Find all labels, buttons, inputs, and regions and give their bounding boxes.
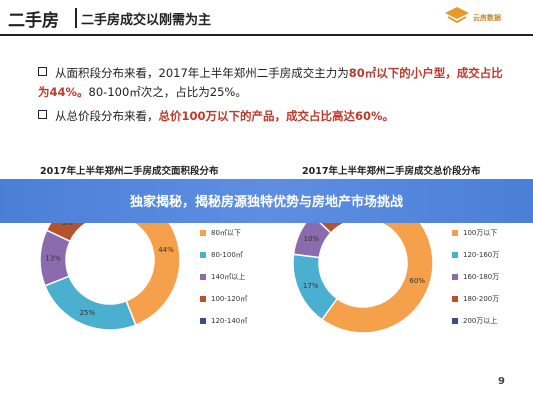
legend-item: 180-200万	[452, 288, 499, 310]
slide-header: 二手房 二手房成交以刚需为主 云房数据	[0, 0, 533, 38]
legend-label: 200万以上	[463, 317, 498, 325]
legend-swatch	[200, 252, 206, 258]
section-title: 二手房	[8, 11, 59, 31]
bullet-area-distribution: 从面积段分布来看，2017年上半年郑州二手房成交主力为80㎡以下的小户型，成交占…	[38, 64, 508, 102]
donut-slice	[320, 192, 434, 334]
legend-label: 80㎡以下	[211, 229, 241, 237]
bullet-square-icon	[38, 67, 47, 76]
area-chart-legend: 80㎡以下 80-100㎡ 140㎡以上 100-120㎡ 120-140㎡	[200, 222, 247, 332]
legend-label: 80-100㎡	[211, 251, 243, 259]
header-rule	[0, 34, 533, 36]
legend-swatch	[200, 274, 206, 280]
banner-text: 独家揭秘，揭秘房源独特优势与房地产市场挑战	[129, 195, 403, 210]
legend-item: 80-100㎡	[200, 244, 247, 266]
slide-title: 二手房成交以刚需为主	[81, 13, 212, 28]
chart-title-area: 2017年上半年郑州二手房成交面积段分布	[40, 166, 219, 177]
legend-item: 80㎡以下	[200, 222, 247, 244]
legend-swatch	[200, 296, 206, 302]
legend-swatch	[452, 274, 458, 280]
donut-data-label: 25%	[80, 309, 96, 317]
bullet-highlight: 80㎡以下的小户型，成交占比为44%。	[38, 66, 503, 99]
legend-swatch	[452, 252, 458, 258]
bullet-square-icon	[38, 110, 47, 119]
bullet-highlight: 总价100万以下的产品，成交占比高达60%。	[158, 109, 395, 123]
legend-item: 140㎡以上	[200, 266, 247, 288]
legend-label: 160-180万	[463, 273, 500, 281]
legend-swatch	[200, 318, 206, 324]
bullet-text: 从总价段分布来看，	[55, 109, 159, 123]
donut-data-label: 60%	[409, 277, 425, 285]
legend-item: 120-160万	[452, 244, 499, 266]
logo-icon	[445, 7, 469, 24]
price-chart-legend: 100万以下 120-160万 160-180万 180-200万 200万以上	[452, 222, 499, 332]
donut-slice	[43, 275, 137, 331]
legend-label: 100-120㎡	[211, 295, 248, 303]
donut-data-label: 13%	[45, 255, 61, 263]
legend-label: 140㎡以上	[211, 273, 246, 281]
legend-swatch	[452, 296, 458, 302]
bullet-price-distribution: 从总价段分布来看，总价100万以下的产品，成交占比高达60%。	[38, 107, 508, 126]
bullet-text: 从面积段分布来看，2017年上半年郑州二手房成交主力为	[55, 66, 349, 80]
chart-title-price: 2017年上半年郑州二手房成交总价段分布	[302, 166, 481, 177]
title-divider	[75, 8, 77, 28]
legend-item: 160-180万	[452, 266, 499, 288]
legend-item: 100-120㎡	[200, 288, 247, 310]
logo-text: 云房数据	[473, 14, 501, 22]
legend-item: 100万以下	[452, 222, 499, 244]
legend-item: 120-140㎡	[200, 310, 247, 332]
legend-label: 100万以下	[463, 229, 498, 237]
legend-label: 180-200万	[463, 295, 500, 303]
page-number: 9	[498, 376, 505, 387]
legend-label: 120-140㎡	[211, 317, 248, 325]
bullet-text: 80-100㎡次之，占比为25%。	[88, 85, 247, 99]
overlay-banner	[0, 179, 533, 223]
donut-data-label: 44%	[158, 246, 174, 254]
legend-item: 200万以上	[452, 310, 499, 332]
donut-data-label: 17%	[303, 282, 319, 290]
donut-data-label: 10%	[304, 235, 320, 243]
legend-swatch	[200, 230, 206, 236]
legend-swatch	[452, 230, 458, 236]
legend-label: 120-160万	[463, 251, 500, 259]
legend-swatch	[452, 318, 458, 324]
